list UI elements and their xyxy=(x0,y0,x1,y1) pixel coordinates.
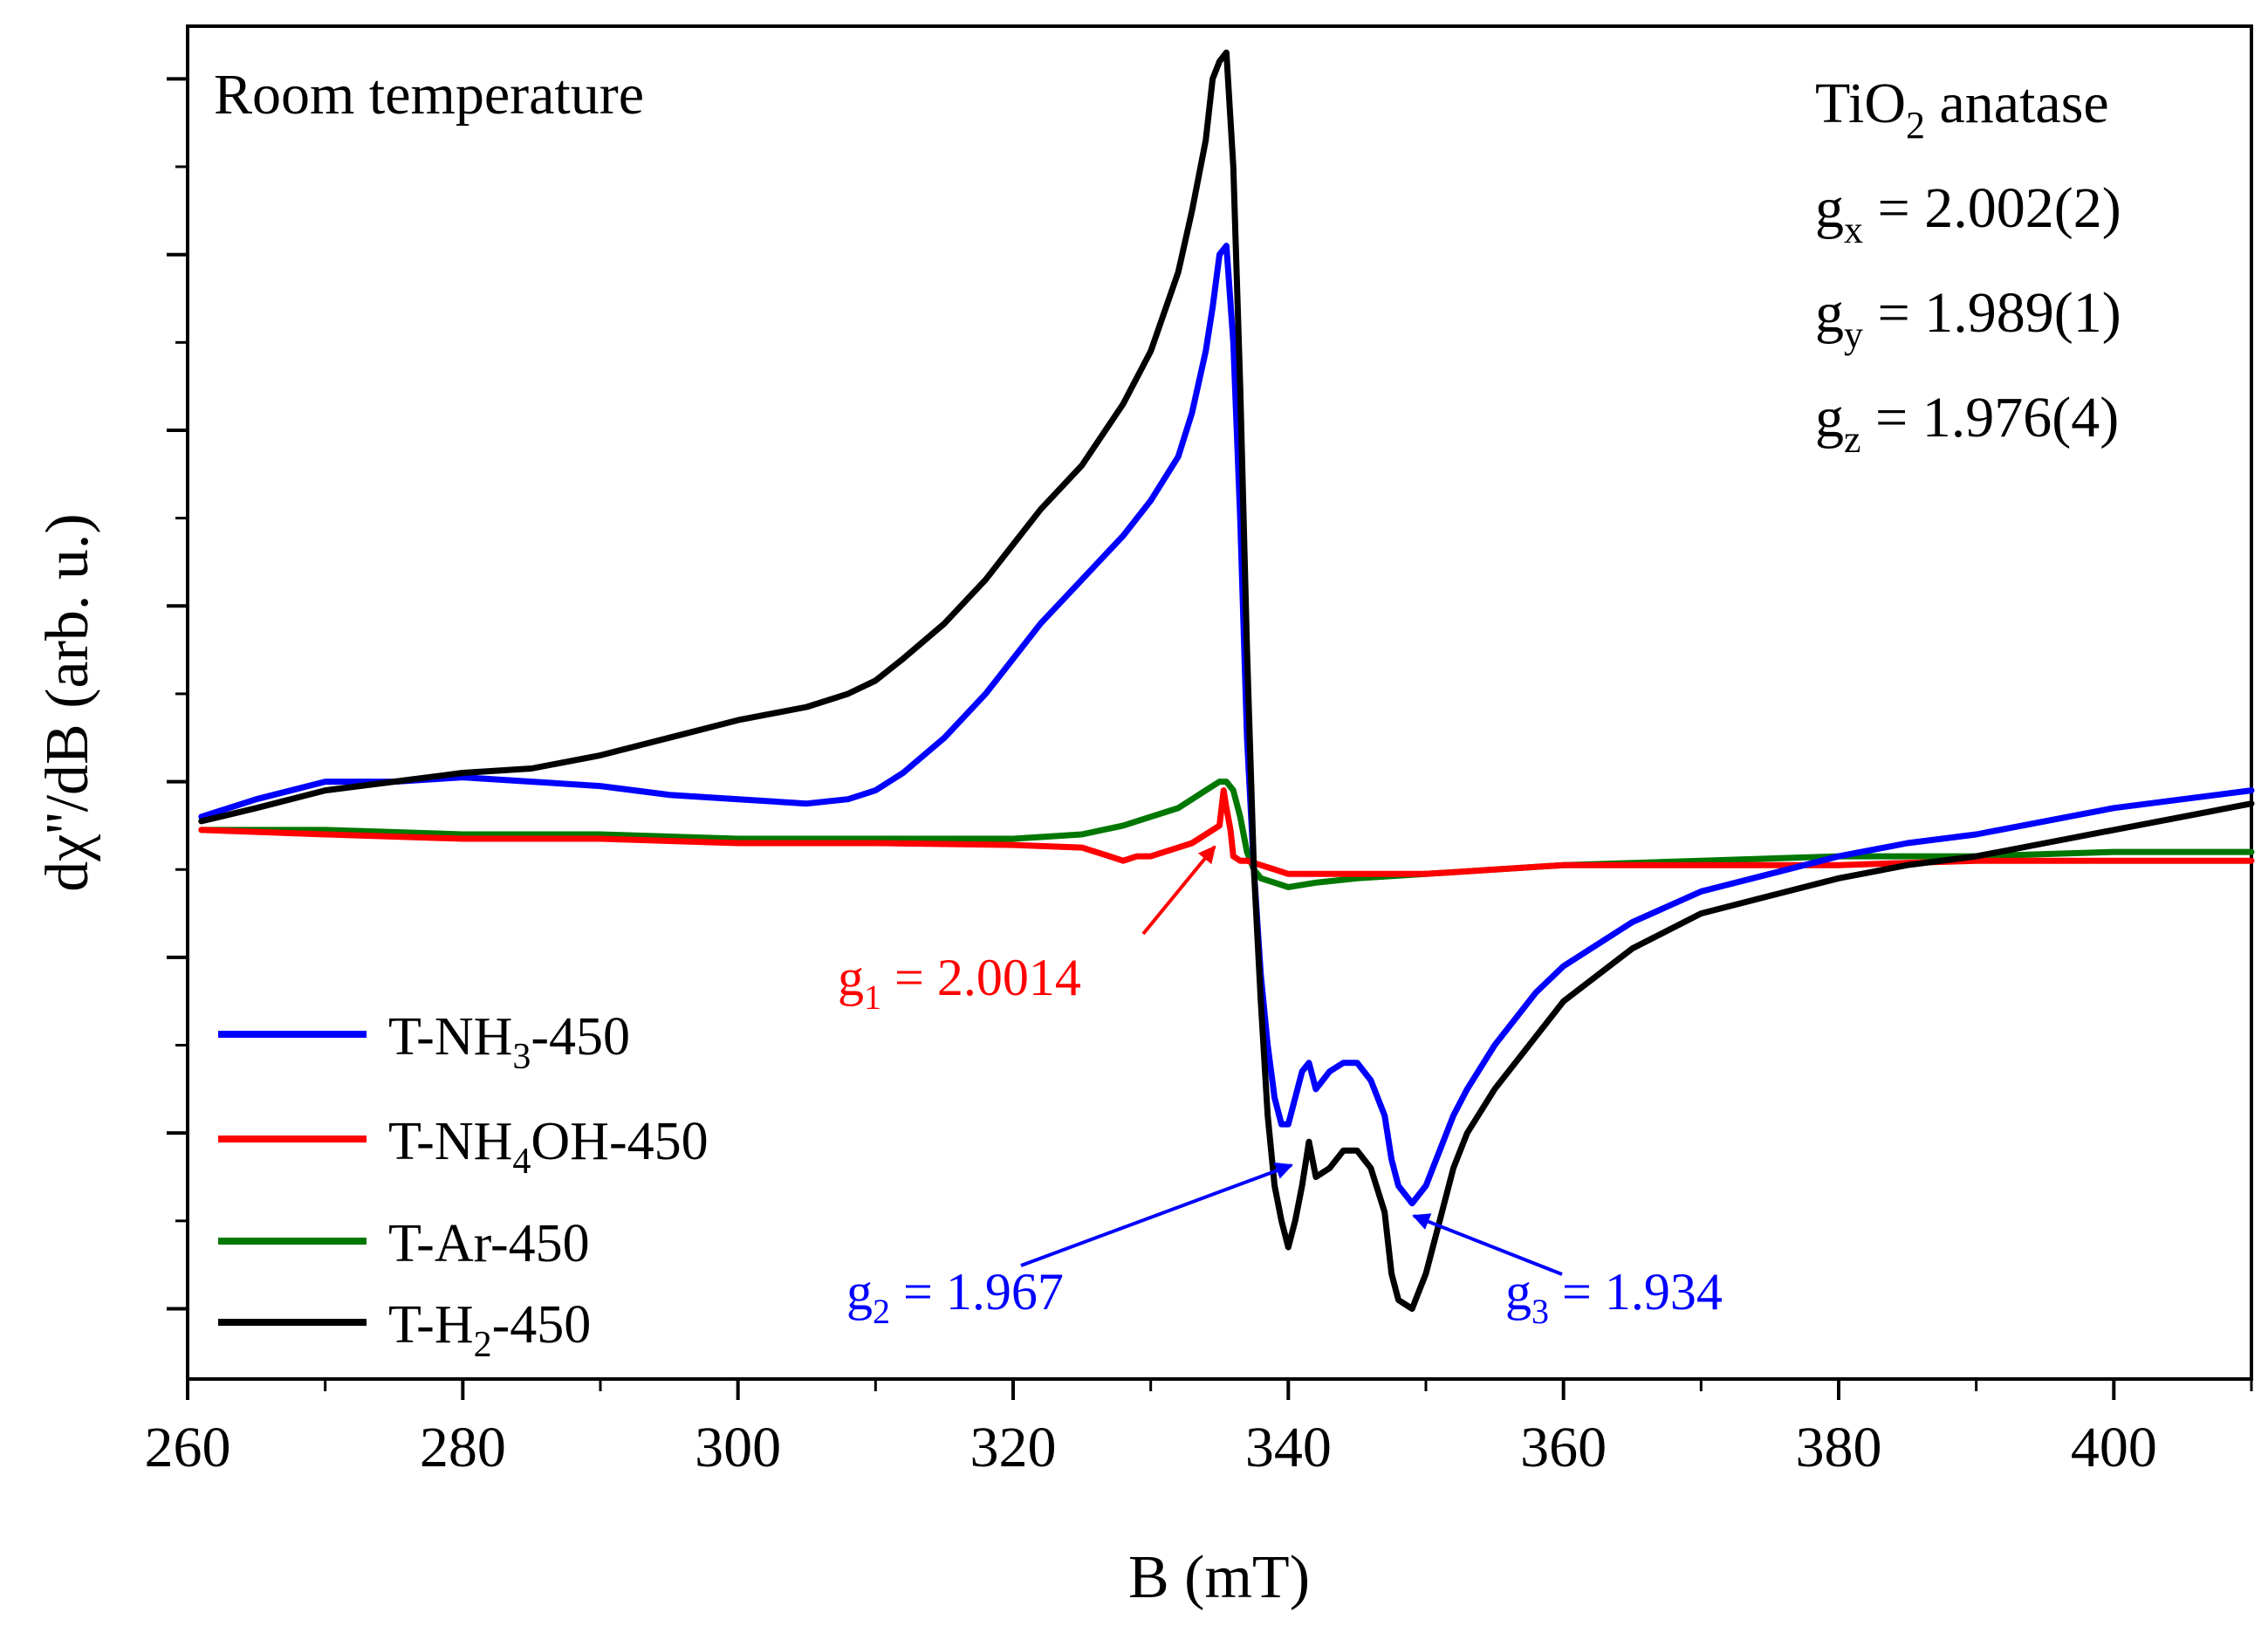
x-tick-label: 280 xyxy=(420,1416,506,1479)
x-tick-label: 380 xyxy=(1796,1416,1882,1479)
series-line-t-h2-450 xyxy=(198,49,2255,1312)
g1-prefix: g xyxy=(838,949,864,1006)
series-layer xyxy=(198,49,2255,1312)
g3-arrow xyxy=(1412,1213,1563,1276)
gz-suffix: = 1.976(4) xyxy=(1861,386,2120,449)
gx-sub: x xyxy=(1844,209,1863,251)
room-temperature-label: Room temperature xyxy=(214,63,644,127)
g3-prefix: g xyxy=(1505,1263,1531,1321)
legend-nh4oh-prefix: T-NH xyxy=(388,1112,512,1171)
legend-h2-prefix: T-H xyxy=(388,1295,474,1355)
g2-arrow xyxy=(1020,1162,1293,1267)
legend-ar-prefix: T-Ar-450 xyxy=(388,1214,590,1273)
g1-sub: 1 xyxy=(864,978,881,1017)
legend-label-nh3: T-NH3-450 xyxy=(388,1007,630,1077)
gy-suffix: = 1.989(1) xyxy=(1863,281,2121,345)
legend-nh3-suffix: -450 xyxy=(531,1007,630,1067)
gz-sub: z xyxy=(1844,418,1861,461)
legend-nh3-prefix: T-NH xyxy=(388,1007,512,1067)
legend-h2-sub: 2 xyxy=(474,1325,492,1365)
g1-suffix: = 2.0014 xyxy=(881,949,1081,1006)
gx-suffix: = 2.002(2) xyxy=(1863,176,2121,240)
x-tick-label: 400 xyxy=(2071,1416,2157,1479)
legend: T-NH3-450 T-NH4OH-450 T-Ar-450 T-H2-450 xyxy=(218,1007,709,1365)
g1-label: g1 = 2.0014 xyxy=(838,949,1081,1017)
gz-label: gz = 1.976(4) xyxy=(1815,386,2119,461)
x-tick-label: 360 xyxy=(1520,1416,1607,1479)
legend-label-nh4oh: T-NH4OH-450 xyxy=(388,1112,709,1182)
x-tick-label: 340 xyxy=(1245,1416,1332,1479)
gy-prefix: g xyxy=(1815,281,1844,345)
x-axis-label: B (mT) xyxy=(1128,1544,1310,1611)
material-label: TiO2 anatase xyxy=(1815,72,2109,147)
g2-suffix: = 1.967 xyxy=(890,1263,1064,1321)
g2-prefix: g xyxy=(846,1263,873,1321)
legend-nh4oh-suffix: OH-450 xyxy=(531,1112,708,1171)
y-axis-label: dχ''/dB (arb. u.) xyxy=(34,513,101,891)
gx-label: gx = 2.002(2) xyxy=(1815,176,2121,251)
gy-sub: y xyxy=(1844,313,1863,356)
gx-prefix: g xyxy=(1815,176,1844,240)
g3-sub: 3 xyxy=(1531,1292,1549,1331)
series-line-t-nh4oh-450 xyxy=(198,787,2255,877)
series-line-t-nh3-450 xyxy=(198,243,2255,1207)
g3-suffix: = 1.934 xyxy=(1549,1263,1723,1321)
gz-prefix: g xyxy=(1815,386,1844,449)
g1-arrow xyxy=(1141,845,1216,936)
legend-h2-suffix: -450 xyxy=(492,1295,592,1355)
material-suffix: anatase xyxy=(1925,72,2109,135)
g2-sub: 2 xyxy=(873,1292,890,1331)
plot-frame xyxy=(186,24,2253,1381)
legend-label-h2: T-H2-450 xyxy=(388,1295,591,1365)
x-tick-label: 320 xyxy=(970,1416,1057,1479)
legend-label-ar: T-Ar-450 xyxy=(388,1214,590,1273)
legend-nh4oh-sub: 4 xyxy=(512,1142,531,1182)
material-sub: 2 xyxy=(1906,104,1925,147)
g2-label: g2 = 1.967 xyxy=(846,1263,1064,1331)
material-prefix: TiO xyxy=(1815,72,1906,135)
axes: 260 280 300 320 340 360 380 400 xyxy=(145,77,2253,1479)
x-tick-label: 300 xyxy=(695,1416,781,1479)
g3-label: g3 = 1.934 xyxy=(1505,1263,1723,1331)
legend-nh3-sub: 3 xyxy=(512,1037,531,1077)
x-tick-label: 260 xyxy=(145,1416,231,1479)
gy-label: gy = 1.989(1) xyxy=(1815,281,2121,356)
